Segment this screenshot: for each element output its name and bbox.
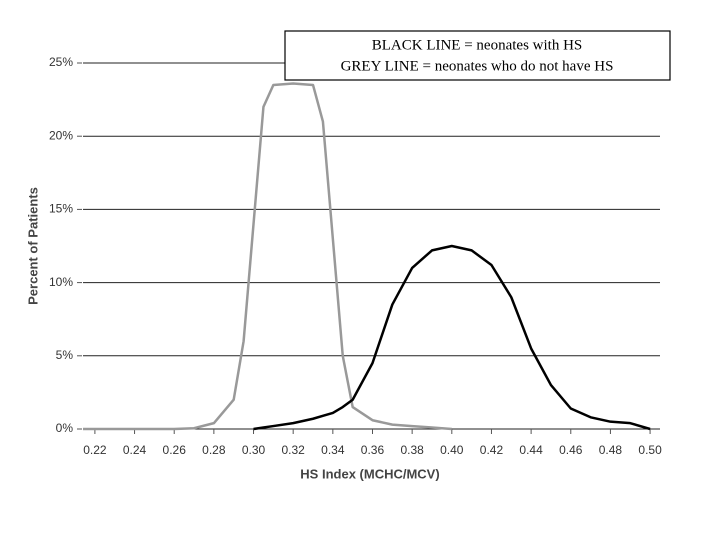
y-tick-label: 15% — [49, 202, 73, 216]
x-tick-label: 0.46 — [559, 443, 583, 457]
note: GREY LINE = neonates who do not have HS — [341, 58, 614, 74]
y-tick-label: 25% — [49, 55, 73, 69]
data-line — [83, 82, 452, 431]
x-tick-label: 0.40 — [440, 443, 464, 457]
note-box — [284, 30, 671, 81]
x-tick-label: 0.22 — [83, 443, 107, 457]
y-tick-label: 20% — [49, 128, 73, 142]
x-tick-label: 0.50 — [638, 443, 662, 457]
x-tick-label: 0.26 — [163, 443, 187, 457]
x-tick-label: 0.44 — [519, 443, 543, 457]
x-tick-label: 0.42 — [480, 443, 504, 457]
x-axis-title: HS Index (MCHC/MCV) — [300, 466, 439, 481]
x-tick-label: 0.48 — [599, 443, 623, 457]
y-axis-title: Percent of Patients — [25, 187, 40, 305]
data-line — [253, 244, 651, 431]
y-tick-label: 10% — [49, 275, 73, 289]
plot-area: 0% 5% 10% 15% 20% 25% 0.22 0.24 0.26 0.28 0.30 0.32… — [49, 55, 662, 457]
x-tick-label: 0.30 — [242, 443, 266, 457]
x-tick-label: 0.36 — [361, 443, 385, 457]
note: BLACK LINE = neonates with HS — [372, 37, 583, 53]
x-tick-label: 0.34 — [321, 443, 345, 457]
x-tick-label: 0.24 — [123, 443, 147, 457]
x-tick-label: 0.38 — [400, 443, 424, 457]
x-tick-label: 0.28 — [202, 443, 226, 457]
y-tick-label: 0% — [56, 421, 74, 435]
y-tick-label: 5% — [56, 348, 74, 362]
x-tick-label: 0.32 — [281, 443, 305, 457]
